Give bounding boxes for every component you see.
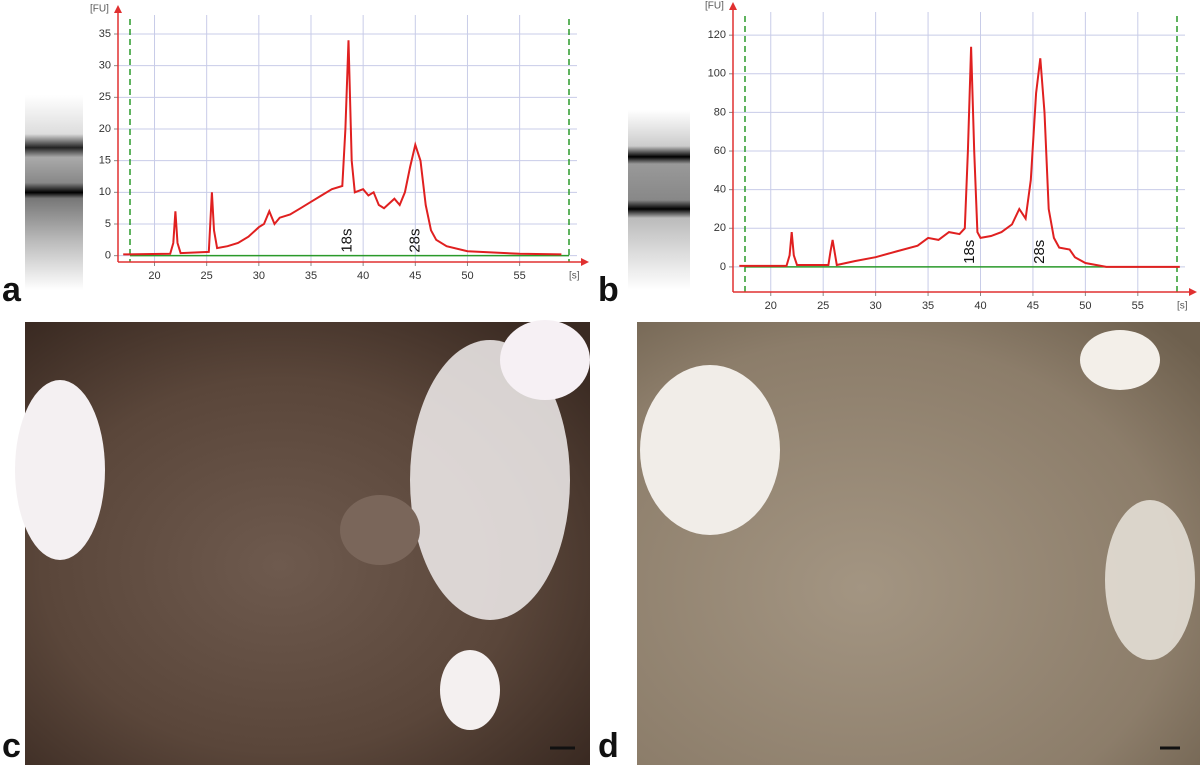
y-tick-label: 60 <box>714 145 726 157</box>
x-axis-arrow <box>1189 288 1197 296</box>
peak-annotation: 18s <box>338 228 355 252</box>
y-tick-label: 0 <box>105 250 111 262</box>
x-tick-label: 55 <box>1132 300 1144 312</box>
x-tick-label: 25 <box>817 300 829 312</box>
peak-annotation: 18s <box>961 240 978 264</box>
x-tick-label: 50 <box>1079 300 1091 312</box>
chart: 20 25 30 35 40 45 50 55 0 5 10 15 20 25 30 35 [FU] [s] 18s… <box>90 4 589 282</box>
x-tick-label: 30 <box>870 300 882 312</box>
y-tick-label: 35 <box>99 28 111 40</box>
tissue-gap <box>640 365 780 535</box>
micrograph-d <box>637 322 1200 765</box>
micrograph-c <box>15 320 590 765</box>
x-tick-label: 25 <box>201 270 213 282</box>
x-tick-label: 45 <box>409 270 421 282</box>
y-tick-label: 0 <box>720 261 726 273</box>
y-tick-label: 100 <box>708 68 726 80</box>
y-tick-label: 15 <box>99 155 111 167</box>
y-axis-arrow <box>114 5 122 13</box>
x-tick-label: 40 <box>357 270 369 282</box>
x-axis-label: [s] <box>1177 301 1188 312</box>
x-tick-label: 35 <box>922 300 934 312</box>
y-tick-label: 20 <box>99 123 111 135</box>
tissue-gap <box>500 320 590 400</box>
tissue-region <box>340 495 420 565</box>
y-tick-label: 5 <box>105 218 111 230</box>
y-tick-label: 25 <box>99 91 111 103</box>
plot-area <box>733 12 1185 292</box>
x-tick-label: 50 <box>461 270 473 282</box>
y-axis-arrow <box>729 2 737 10</box>
x-tick-label: 20 <box>765 300 777 312</box>
tissue-gap <box>410 340 570 620</box>
peak-annotation: 28s <box>1031 240 1048 264</box>
x-axis-label: [s] <box>569 271 580 282</box>
x-tick-label: 55 <box>514 270 526 282</box>
y-tick-label: 80 <box>714 106 726 118</box>
y-tick-label: 30 <box>99 60 111 72</box>
gel-lane <box>25 95 83 290</box>
y-tick-label: 20 <box>714 222 726 234</box>
tissue-gap <box>1105 500 1195 660</box>
panel-label: d <box>598 727 619 765</box>
tissue-gap <box>15 380 105 560</box>
panel-label: c <box>2 727 21 765</box>
y-tick-label: 40 <box>714 184 726 196</box>
x-tick-label: 20 <box>148 270 160 282</box>
y-axis-label: [FU] <box>90 4 109 15</box>
data-line <box>123 40 562 256</box>
panel-label: a <box>2 271 22 309</box>
x-tick-label: 30 <box>253 270 265 282</box>
chart: 20 25 30 35 40 45 50 55 0 20 40 60 80 100 120 [FU] [s] 18… <box>705 1 1197 312</box>
gel-lane <box>628 110 690 290</box>
y-axis-label: [FU] <box>705 1 724 12</box>
x-tick-label: 45 <box>1027 300 1039 312</box>
peak-annotation: 28s <box>406 228 423 252</box>
y-tick-label: 120 <box>708 29 726 41</box>
x-tick-label: 40 <box>974 300 986 312</box>
tissue-gap <box>440 650 500 730</box>
y-tick-label: 10 <box>99 186 111 198</box>
tissue-gap <box>1080 330 1160 390</box>
x-axis-arrow <box>581 258 589 266</box>
gel-lanes <box>25 95 690 290</box>
panel-label: b <box>598 271 619 309</box>
x-tick-label: 35 <box>305 270 317 282</box>
data-line <box>739 46 1180 268</box>
